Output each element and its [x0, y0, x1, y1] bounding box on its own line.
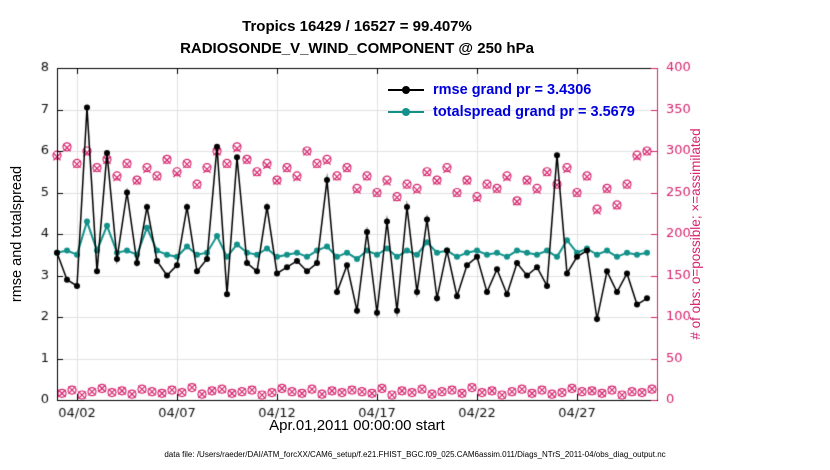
legend-entry-rmse: rmse grand pr = 3.4306	[388, 82, 635, 98]
plot-title-variable: RADIOSONDE_V_WIND_COMPONENT @ 250 hPa	[180, 40, 534, 57]
y-axis-label-right: # of obs: o=possible; ×=assimilated	[688, 128, 703, 340]
rmse-line-swatch-icon	[388, 86, 424, 94]
plot-title-counts: Tropics 16429 / 16527 = 99.407%	[242, 18, 472, 35]
x-axis-label: Apr.01,2011 00:00:00 start	[269, 417, 445, 434]
y-axis-label-left: rmse and totalspread	[9, 165, 25, 303]
totalspread-line-swatch-icon	[388, 108, 424, 116]
data-file-caption: data file: /Users/raeder/DAI/ATM_forcXX/…	[164, 450, 666, 459]
totalspread-marker-icon	[402, 108, 410, 116]
legend-label-rmse: rmse grand pr = 3.4306	[433, 82, 592, 98]
rmse-marker-icon	[402, 86, 410, 94]
legend-entry-totalspread: totalspread grand pr = 3.5679	[388, 104, 635, 120]
legend-label-totalspread: totalspread grand pr = 3.5679	[433, 104, 635, 120]
legend: rmse grand pr = 3.4306 totalspread grand…	[388, 82, 635, 120]
plot-title-block: Tropics 16429 / 16527 = 99.407% RADIOSON…	[0, 18, 714, 57]
